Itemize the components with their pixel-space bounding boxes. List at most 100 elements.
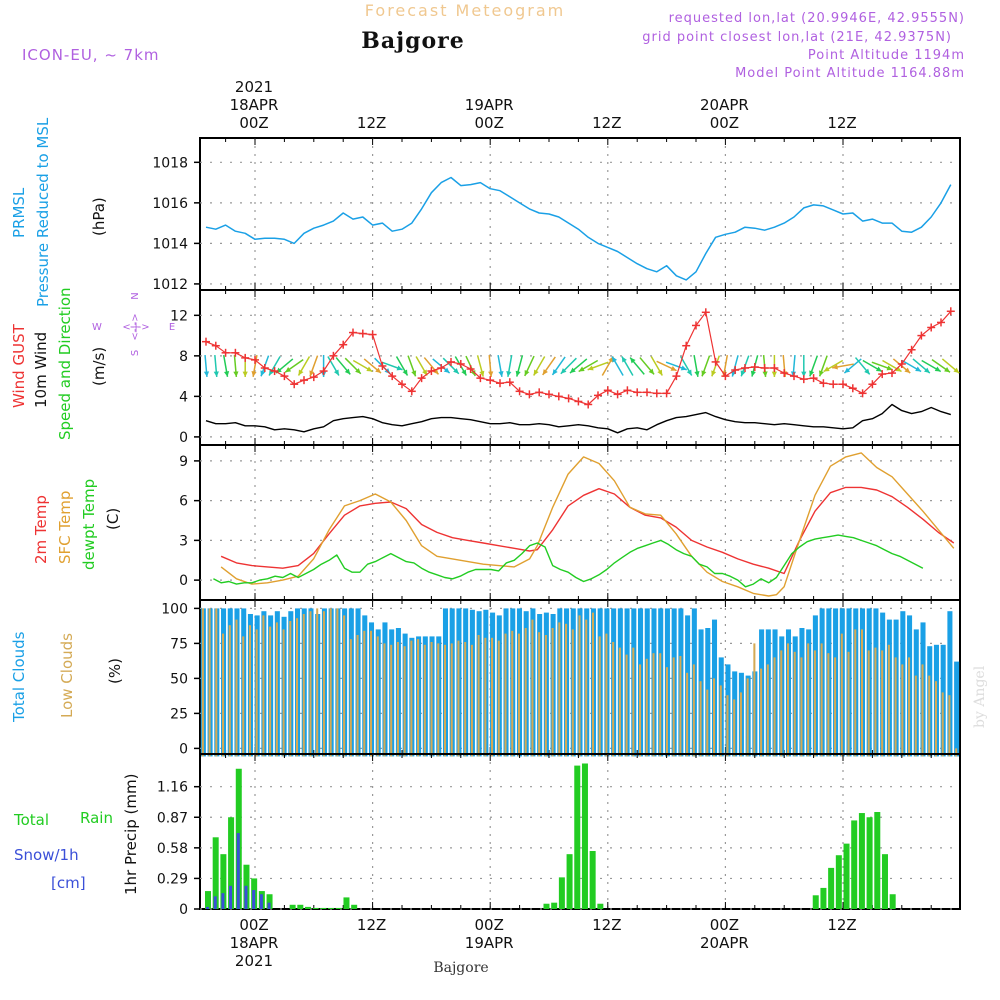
rain-bar xyxy=(874,811,881,909)
compass-e: E xyxy=(169,322,175,333)
rain-bar xyxy=(212,837,219,909)
wind-arrow xyxy=(203,354,210,378)
dewpt-line xyxy=(213,534,924,588)
gust-marker xyxy=(427,367,436,376)
rain-bar xyxy=(351,904,358,909)
wind-arrow xyxy=(621,356,634,376)
sfc-temp-label: SFC Temp xyxy=(56,491,74,564)
wind-arrow-head xyxy=(552,369,558,375)
gust-marker xyxy=(417,374,426,383)
rain-bar xyxy=(574,765,581,909)
wind-arrow xyxy=(809,355,819,377)
low-cloud-bar xyxy=(275,622,278,757)
wind-arrow-head xyxy=(285,367,292,373)
low-cloud-bar xyxy=(222,633,225,757)
top-hour-label: 00Z xyxy=(475,114,504,132)
low-cloud-bar xyxy=(302,614,305,757)
wind-panel: 0 4 8 12 xyxy=(170,289,961,446)
wind-arrow xyxy=(515,355,524,377)
wind-arrow xyxy=(488,354,494,378)
low-cloud-bar xyxy=(854,629,857,757)
low-cloud-bar xyxy=(894,657,897,757)
y-tick-label: 0.29 xyxy=(157,871,188,887)
gust-marker xyxy=(946,307,955,316)
low-cloud-bar xyxy=(383,643,386,757)
y-tick-label: 25 xyxy=(170,706,188,722)
low-cloud-bar xyxy=(719,685,722,757)
top-year-label: 2021 xyxy=(235,78,273,96)
temp-unit-label: (C) xyxy=(104,508,122,530)
gust-marker xyxy=(231,348,240,357)
low-cloud-bar xyxy=(860,629,863,757)
wind-arrow xyxy=(832,363,854,370)
wind-arrow xyxy=(921,359,942,373)
low-cloud-bar xyxy=(316,608,319,757)
wind-arrow xyxy=(569,358,588,374)
rain-bar xyxy=(881,854,888,909)
gust-marker xyxy=(682,341,691,350)
model-point-altitude: Model Point Altitude 1164.88m xyxy=(735,66,965,81)
compass-s: S xyxy=(130,350,141,356)
low-cloud-bar xyxy=(578,615,581,757)
wind-arrow-head xyxy=(771,371,778,377)
gust-marker xyxy=(515,387,524,396)
gust-marker xyxy=(202,337,210,346)
rain-bar xyxy=(266,894,273,909)
y-tick-label: 1014 xyxy=(152,236,188,252)
low-cloud-bar xyxy=(813,650,816,757)
low-cloud-bar xyxy=(430,642,433,757)
wind-arrow xyxy=(381,361,403,371)
wind-arrow-head xyxy=(309,370,315,377)
wind-arrow xyxy=(233,354,239,378)
gust-marker xyxy=(613,390,622,399)
gust-marker xyxy=(211,341,220,350)
gust-marker xyxy=(770,364,779,373)
wind-arrow xyxy=(656,360,677,372)
rain-label: Rain xyxy=(80,809,113,827)
wind-arrow-head xyxy=(524,369,530,376)
low-cloud-bar xyxy=(665,667,668,757)
low-cloud-bar xyxy=(410,640,413,757)
gust-marker xyxy=(711,357,720,366)
low-cloud-bar xyxy=(746,678,749,757)
y-tick-label: 1012 xyxy=(152,277,188,293)
y-tick-label: 0 xyxy=(179,430,188,446)
gust-marker xyxy=(349,328,357,337)
wind-arrow-head xyxy=(886,365,893,371)
wind-arrow-head xyxy=(875,366,882,372)
low-cloud-bar xyxy=(625,654,628,757)
prmsl-line xyxy=(205,176,952,281)
low-cloud-bar xyxy=(632,647,635,757)
gust-marker xyxy=(574,397,583,406)
wind-arrow xyxy=(665,361,687,371)
low-cloud-bar xyxy=(269,626,272,757)
gust-marker xyxy=(280,372,289,381)
wind-arrow-head xyxy=(461,369,467,376)
low-cloud-bar xyxy=(934,681,937,757)
wind-arrow xyxy=(533,356,546,376)
gust-marker xyxy=(505,378,514,387)
gust-marker xyxy=(339,340,348,349)
low-cloud-bar xyxy=(847,651,850,757)
wind-arrow-head xyxy=(904,367,911,374)
low-clouds-label: Low Clouds xyxy=(58,633,76,718)
low-cloud-bar xyxy=(201,608,204,757)
wind-arrow-head xyxy=(686,369,692,376)
wind-arrow xyxy=(335,357,351,375)
temperature-panel: 0 3 6 9 xyxy=(179,444,961,601)
clouds-labels: Total Clouds Low Clouds (%) xyxy=(10,631,124,723)
wind-arrow-head xyxy=(422,369,428,376)
low-cloud-bar xyxy=(901,664,904,757)
y-tick-label: 1.16 xyxy=(157,780,188,796)
compass-vertical-arrow: <-|-> xyxy=(130,313,141,340)
precip-labels: Total Rain Snow/1h [cm] 1hr Precip (mm) xyxy=(13,774,140,895)
gust-marker xyxy=(662,389,671,398)
low-cloud-bar xyxy=(712,678,716,757)
gust-marker xyxy=(300,376,308,385)
gust-marker xyxy=(290,380,299,389)
gust-marker xyxy=(888,369,896,378)
wind-arrow-head xyxy=(953,367,960,374)
total-cloud-bar xyxy=(954,661,960,757)
wind-arrow-head xyxy=(934,366,941,372)
